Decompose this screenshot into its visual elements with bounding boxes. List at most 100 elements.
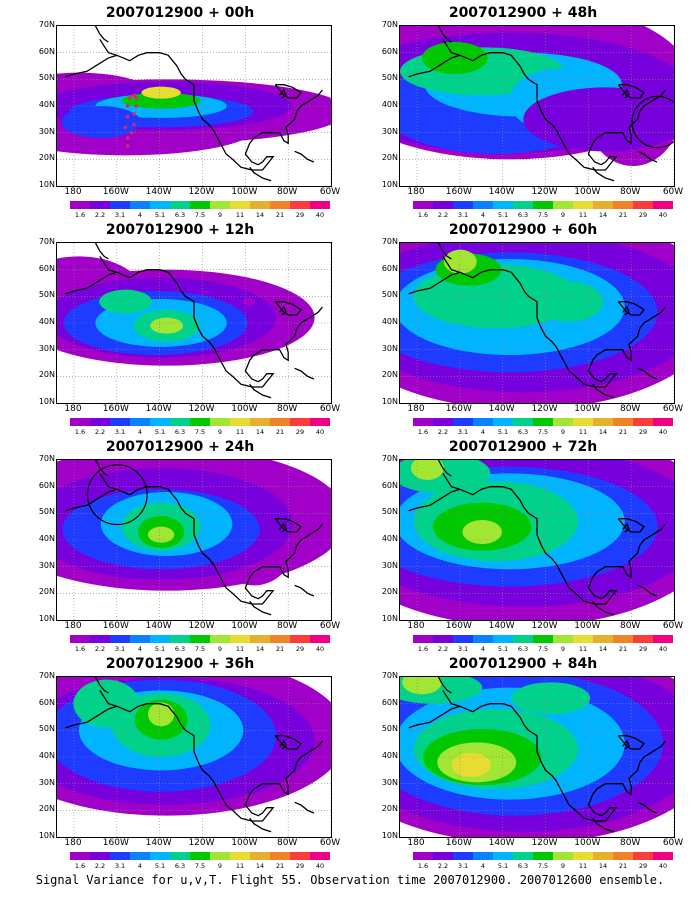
panel-title: 2007012900 + 12h [105,222,255,238]
colorbar-labels: 1.6 2.2 3.1 4 5.1 6.3 7.5 9 11 14 21 29 40 [70,645,330,655]
colorbar-swatch [290,418,310,426]
colorbar-label: 5.1 [497,645,509,653]
colorbar-swatch [633,635,653,643]
coastline [249,383,272,399]
colorbar-label: 3.1 [114,428,126,436]
colorbar-swatch [170,635,190,643]
colorbar-swatch [553,852,573,860]
latitude-tick-label: 30N [38,343,55,353]
longitude-tick-label: 140W [145,187,172,197]
colorbar-swatch [593,418,613,426]
colorbar-swatch [533,635,553,643]
latitude-tick-label: 50N [38,724,55,734]
coastline [622,88,630,99]
colorbar-label: 29 [638,862,648,870]
colorbar-label: 6.3 [517,211,529,219]
colorbar-label: 5.1 [154,211,166,219]
longitude-tick-label: 80W [619,187,641,197]
colorbar-swatch [130,418,150,426]
colorbar-swatch [210,201,230,209]
colorbar-label: 14 [255,428,265,436]
latitude-tick-label: 20N [38,153,55,163]
variance-map [57,26,331,186]
colorbar-swatch [130,201,150,209]
colorbar [413,418,673,426]
coastline [592,600,615,616]
latitude-tick-label: 70N [381,237,398,246]
coastline [442,255,666,388]
colorbar-swatch [90,201,110,209]
coastline [294,801,315,814]
longitude-tick-label: 140W [145,621,172,631]
map-panel: 2007012900 + 48h 70N 60N 50N 40N 30N 20N 10N 180… [373,5,683,219]
latitude-tick-label: 70N [381,20,398,29]
colorbar-swatch [70,201,90,209]
latitude-tick-label: 20N [381,804,398,814]
colorbar-swatch [70,418,90,426]
coastline [637,584,658,597]
colorbar-swatch [250,852,270,860]
colorbar-label: 6.3 [174,428,186,436]
colorbar-swatch [270,418,290,426]
variance-map [57,243,331,403]
latitude-tick-label: 40N [38,751,55,760]
map-frame [399,242,675,404]
colorbar-swatch [573,852,593,860]
colorbar-swatch [190,201,210,209]
coastline [442,689,666,822]
colorbar-label: 1.6 [74,645,86,653]
latitude-tick-label: 30N [38,560,55,570]
flight-track-point [125,136,130,140]
longitude-tick-label: 160W [445,838,472,848]
longitude-tick-label: 80W [276,404,298,414]
colorbar-label: 9 [217,862,223,870]
longitude-tick-label: 140W [145,404,172,414]
map-frame [56,242,332,404]
latitude-tick-label: 50N [381,507,398,517]
latitude-tick-label: 50N [38,290,55,300]
coastline [592,383,615,399]
colorbar-swatch [573,635,593,643]
colorbar-swatch [270,852,290,860]
colorbar-label: 9 [560,645,566,653]
latitude-tick-label: 20N [38,804,55,814]
colorbar-swatch [190,635,210,643]
colorbar-swatch [613,635,633,643]
longitude-tick-label: 60W [662,187,684,197]
longitude-tick-label: 60W [662,838,684,848]
longitude-tick-label: 160W [102,187,129,197]
colorbar-label: 6.3 [517,862,529,870]
colorbar-swatch [533,418,553,426]
latitude-tick-label: 40N [38,100,55,109]
colorbar [70,201,330,209]
latitude-tick-label: 60N [381,480,398,490]
longitude-tick-label: 60W [319,187,341,197]
latitude-tick-label: 30N [38,126,55,136]
map-panel: 2007012900 + 36h 70N 60N 50N 40N 30N 20N 10N 180… [30,656,340,870]
colorbar-label: 40 [315,428,325,436]
longitude-tick-label: 100W [231,187,258,197]
coastline [622,522,630,533]
coastline [442,38,666,171]
latitude-tick-label: 70N [381,454,398,463]
colorbar [70,635,330,643]
longitude-tick-label: 60W [319,838,341,848]
flight-track-point [132,122,136,127]
flight-track-point [134,96,139,100]
colorbar-swatch [190,418,210,426]
longitude-tick-label: 100W [231,838,258,848]
latitude-tick-label: 40N [38,534,55,543]
map-frame [399,459,675,621]
map-panel: 2007012900 + 24h 70N 60N 50N 40N 30N 20N 10N 180… [30,439,340,653]
colorbar-label: 14 [598,428,608,436]
colorbar-swatch [473,852,493,860]
colorbar-label: 21 [275,428,285,436]
colorbar-swatch [653,418,673,426]
coastline [294,367,315,380]
colorbar-swatch [250,201,270,209]
target-circle [86,464,148,526]
longitude-tick-label: 140W [488,187,515,197]
colorbar-label: 7.5 [194,645,206,653]
target-circle [631,95,674,149]
colorbar-swatch [250,635,270,643]
